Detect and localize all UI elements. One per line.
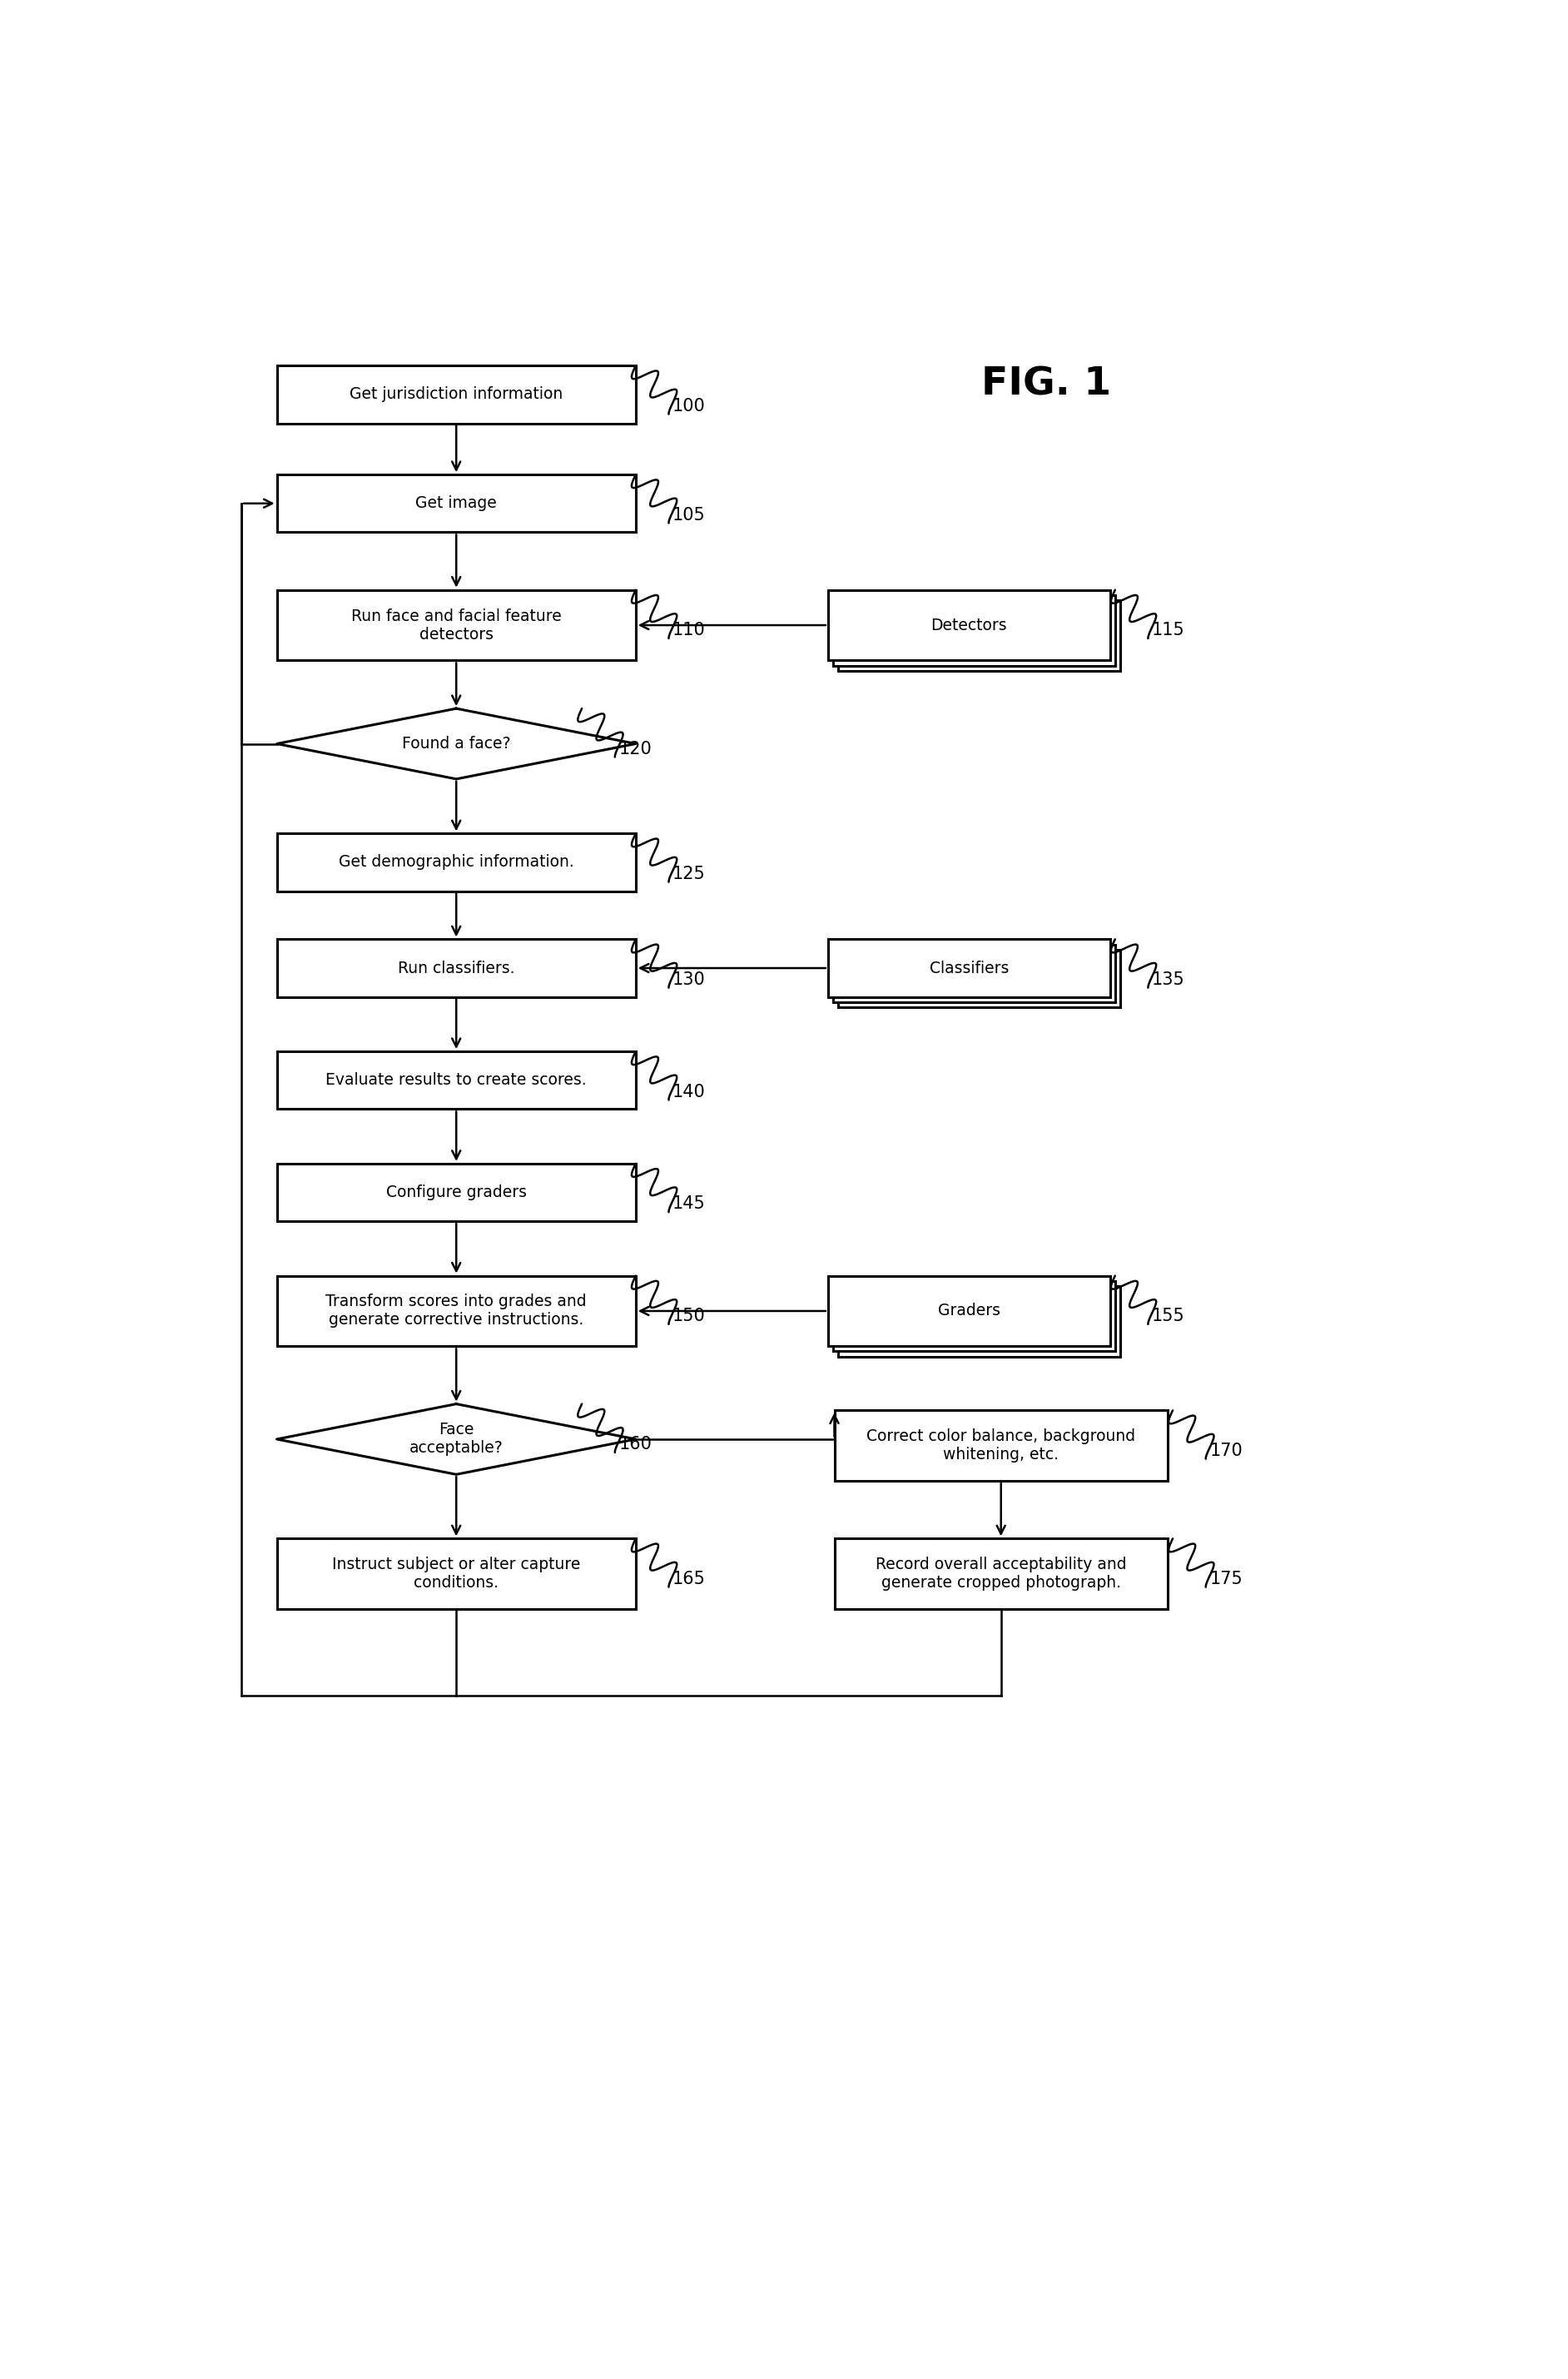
Bar	[833, 944, 1115, 1002]
Text: Found a face?: Found a face?	[401, 735, 511, 752]
Text: 135: 135	[1152, 971, 1185, 987]
Bar	[834, 1411, 1168, 1480]
Bar	[839, 949, 1120, 1006]
Text: 140: 140	[673, 1082, 706, 1099]
Text: Detectors: Detectors	[931, 616, 1007, 633]
Bar	[278, 833, 635, 892]
Text: 120: 120	[619, 740, 652, 757]
Bar	[839, 1287, 1120, 1356]
Bar	[278, 473, 635, 533]
Text: Instruct subject or alter capture
conditions.: Instruct subject or alter capture condit…	[332, 1556, 580, 1592]
Text: 145: 145	[673, 1197, 706, 1213]
Bar	[278, 366, 635, 423]
Bar	[828, 590, 1110, 661]
Text: Run classifiers.: Run classifiers.	[398, 961, 514, 975]
Text: Transform scores into grades and
generate corrective instructions.: Transform scores into grades and generat…	[326, 1294, 586, 1327]
Bar	[278, 1052, 635, 1109]
Text: 115: 115	[1152, 621, 1185, 638]
Text: 105: 105	[673, 507, 706, 523]
Text: 110: 110	[673, 621, 706, 638]
Bar	[278, 590, 635, 661]
Bar	[833, 1280, 1115, 1351]
Text: 175: 175	[1209, 1570, 1243, 1587]
Text: FIG. 1: FIG. 1	[982, 366, 1110, 404]
Text: Record overall acceptability and
generate cropped photograph.: Record overall acceptability and generat…	[875, 1556, 1126, 1592]
Text: Correct color balance, background
whitening, etc.: Correct color balance, background whiten…	[867, 1427, 1135, 1463]
Bar	[278, 940, 635, 997]
Text: 155: 155	[1152, 1308, 1185, 1325]
Text: Evaluate results to create scores.: Evaluate results to create scores.	[326, 1073, 586, 1087]
Bar	[278, 1275, 635, 1347]
Bar	[278, 1163, 635, 1220]
Text: 150: 150	[673, 1308, 706, 1325]
Text: 160: 160	[619, 1437, 652, 1454]
Bar	[828, 940, 1110, 997]
Bar	[834, 1539, 1168, 1608]
Text: 130: 130	[673, 971, 706, 987]
Text: Classifiers: Classifiers	[930, 961, 1008, 975]
Text: Get demographic information.: Get demographic information.	[339, 854, 574, 871]
Text: 170: 170	[1209, 1442, 1243, 1458]
Text: Get jurisdiction information: Get jurisdiction information	[350, 385, 563, 402]
Text: Configure graders: Configure graders	[386, 1185, 527, 1201]
Text: Face
acceptable?: Face acceptable?	[409, 1423, 503, 1456]
Text: Graders: Graders	[938, 1304, 1000, 1318]
Bar	[828, 1275, 1110, 1347]
Bar	[278, 1539, 635, 1608]
Text: 165: 165	[673, 1570, 706, 1587]
Text: Get image: Get image	[416, 495, 497, 511]
Text: 100: 100	[673, 397, 706, 414]
Bar	[833, 595, 1115, 666]
Text: Run face and facial feature
detectors: Run face and facial feature detectors	[351, 609, 561, 642]
Text: 125: 125	[673, 866, 706, 883]
Bar	[839, 600, 1120, 671]
